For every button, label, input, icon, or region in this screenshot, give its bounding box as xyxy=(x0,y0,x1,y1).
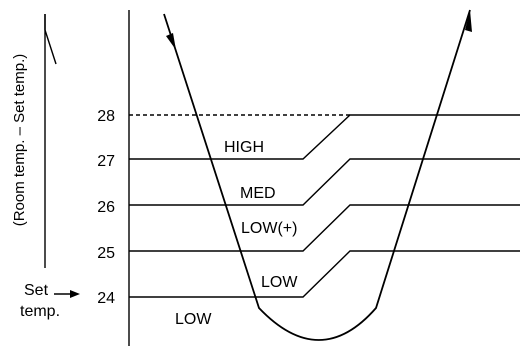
set-temp-arrow-head xyxy=(70,290,80,298)
threshold-line-high xyxy=(129,114,520,160)
y-axis-arrow-head xyxy=(44,14,57,65)
level-label-low: LOW xyxy=(261,274,298,291)
set-temp-label-line1: Set xyxy=(24,282,49,299)
tick-label-27: 27 xyxy=(97,153,115,170)
level-label-med: MED xyxy=(240,185,276,202)
threshold-line-low-plus xyxy=(129,204,520,252)
tick-label-25: 25 xyxy=(97,245,115,262)
curve-arrow-down xyxy=(166,33,176,50)
tick-label-26: 26 xyxy=(97,199,115,216)
threshold-line-low xyxy=(129,250,520,298)
y-axis-title: (Room temp. – Set temp.) xyxy=(11,54,28,227)
tick-label-28: 28 xyxy=(97,108,115,125)
set-temp-label-line2: temp. xyxy=(20,303,60,320)
curve-arrow-up xyxy=(465,10,472,32)
threshold-line-med xyxy=(129,158,520,206)
tick-label-24: 24 xyxy=(97,290,115,307)
level-label-low-bottom: LOW xyxy=(175,311,212,328)
level-label-high: HIGH xyxy=(224,139,264,156)
level-label-low-plus: LOW(+) xyxy=(241,220,297,237)
temperature-curve xyxy=(163,9,471,341)
